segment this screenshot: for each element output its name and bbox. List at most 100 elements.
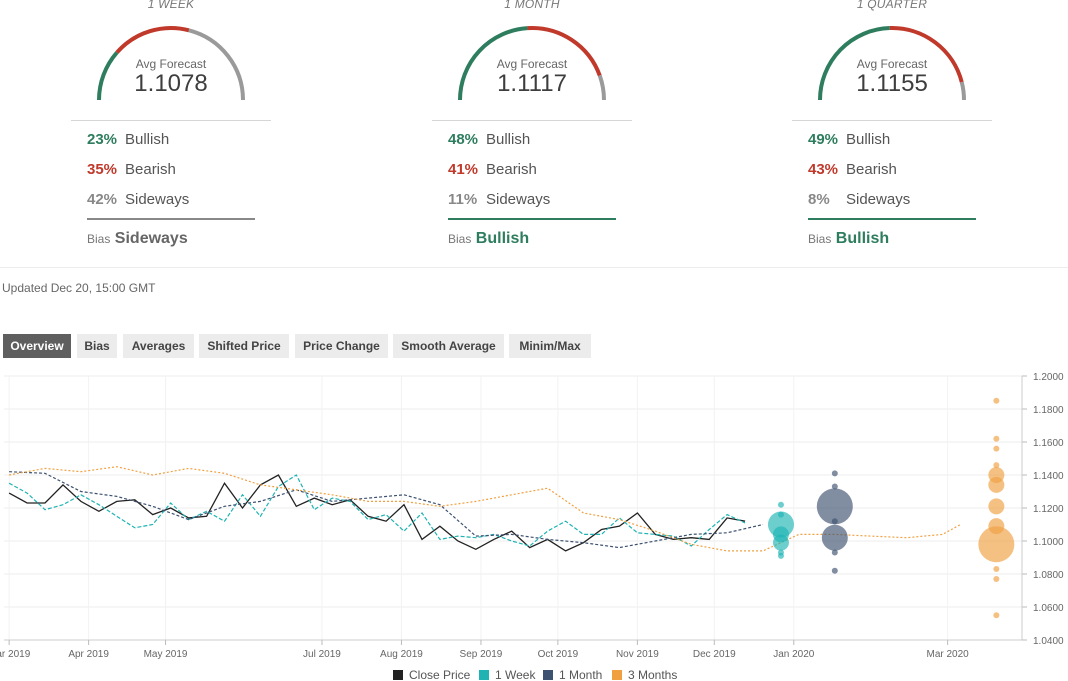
legend-swatch bbox=[612, 670, 622, 680]
forecast-bubble-3-months bbox=[993, 397, 1000, 404]
avg-forecast-value: 1.1117 bbox=[497, 70, 567, 97]
stat-bearish: 35% Bearish bbox=[87, 161, 176, 178]
forecast-bubble-1-month bbox=[821, 524, 848, 551]
forecast-bubble-3-months bbox=[988, 467, 1005, 483]
tab-averages[interactable]: Averages bbox=[123, 334, 194, 358]
y-tick-label: 1.1000 bbox=[1033, 537, 1064, 548]
stat-sideways-pct: 11% bbox=[448, 191, 478, 208]
stat-bullish-pct: 49% bbox=[808, 131, 839, 148]
tab-smooth-average[interactable]: Smooth Average bbox=[393, 334, 504, 358]
forecast-bubble-3-months bbox=[978, 526, 1015, 563]
gauge-segment-sideways bbox=[597, 74, 606, 101]
avg-forecast-value: 1.1078 bbox=[134, 70, 208, 97]
bias: Bias Sideways bbox=[87, 230, 188, 248]
stat-sideways-label: Sideways bbox=[125, 191, 190, 208]
forecast-bubble-3-months bbox=[993, 566, 1000, 573]
tab-shifted-price[interactable]: Shifted Price bbox=[199, 334, 289, 358]
forecast-bubble-3-months bbox=[988, 518, 1005, 535]
x-tick-label: Mar 2020 bbox=[927, 649, 970, 660]
stat-bullish: 49% Bullish bbox=[808, 131, 890, 148]
y-tick-label: 1.2000 bbox=[1033, 372, 1064, 383]
gauge-segment-bearish bbox=[889, 26, 964, 83]
forecast-bubble-3-months bbox=[993, 612, 1000, 619]
gauge-segment-bearish bbox=[527, 26, 602, 77]
legend-label: Close Price bbox=[409, 668, 471, 681]
series-line-3-months bbox=[8, 466, 961, 552]
x-tick-label: Dec 2019 bbox=[693, 649, 736, 660]
stat-sideways: 42% Sideways bbox=[87, 191, 189, 208]
stat-bearish: 41% Bearish bbox=[448, 161, 537, 178]
stat-bullish-label: Bullish bbox=[125, 131, 170, 148]
chart-lines bbox=[8, 466, 961, 552]
stat-bullish: 48% Bullish bbox=[448, 131, 530, 148]
gauge-segment-bearish bbox=[115, 26, 190, 54]
stat-bullish-pct: 48% bbox=[448, 131, 479, 148]
divider bbox=[432, 120, 632, 121]
stat-sideways-pct: 8% bbox=[808, 191, 830, 208]
forecast-bubble-1-month bbox=[831, 470, 838, 477]
y-tick-label: 1.0400 bbox=[1033, 636, 1064, 647]
tab-overview[interactable]: Overview bbox=[3, 334, 71, 358]
stat-bullish-label: Bullish bbox=[846, 131, 891, 148]
stat-sideways: 8% Sideways bbox=[808, 191, 910, 208]
tab-minim-max[interactable]: Minim/Max bbox=[509, 334, 591, 358]
forecast-bubble-1-week bbox=[777, 552, 784, 559]
stat-sideways-pct: 42% bbox=[87, 191, 118, 208]
panel-title: 1 MONTH bbox=[504, 0, 560, 11]
stat-bearish-label: Bearish bbox=[486, 161, 537, 178]
forecast-bubble-3-months bbox=[993, 445, 1000, 452]
legend-label: 1 Week bbox=[495, 668, 536, 681]
forecast-bubble-3-months bbox=[993, 435, 1000, 442]
forecast-bubble-1-month bbox=[831, 483, 838, 490]
forecast-bubble-1-month bbox=[831, 549, 838, 556]
x-tick-label: Nov 2019 bbox=[616, 649, 659, 660]
forecast-chart: 1.2000 1.1800 1.1600 1.1400 1.1200 1.1000 1.08… bbox=[0, 372, 1064, 681]
forecast-bubble-3-months bbox=[993, 462, 1000, 469]
bias-label: Bias bbox=[87, 232, 111, 246]
bias: Bias Bullish bbox=[808, 230, 889, 248]
forecast-bubble-1-week bbox=[777, 501, 784, 508]
avg-forecast-value: 1.1155 bbox=[856, 70, 928, 97]
x-tick-label: Apr 2019 bbox=[68, 649, 109, 660]
bias-underline bbox=[87, 218, 255, 220]
y-tick-label: 1.0600 bbox=[1033, 603, 1064, 614]
gauge-segment-sideways bbox=[959, 81, 966, 101]
forecast-bubble-3-months bbox=[988, 498, 1005, 515]
bias-value: Bullish bbox=[835, 230, 890, 247]
panel-title: 1 WEEK bbox=[147, 0, 195, 11]
stat-bullish-label: Bullish bbox=[486, 131, 531, 148]
x-tick-label: Jan 2020 bbox=[773, 649, 815, 660]
section-divider bbox=[0, 267, 1068, 268]
sentiment-gauge bbox=[97, 26, 245, 101]
legend-swatch bbox=[543, 670, 553, 680]
y-tick-label: 1.0800 bbox=[1033, 570, 1064, 581]
gauge-segment-bullish bbox=[458, 26, 528, 101]
tab-price-change[interactable]: Price Change bbox=[295, 334, 388, 358]
y-tick-label: 1.1200 bbox=[1033, 504, 1064, 515]
tab-bias[interactable]: Bias bbox=[77, 334, 117, 358]
x-tick-label: Jul 2019 bbox=[303, 649, 341, 660]
divider bbox=[792, 120, 992, 121]
stat-bearish: 43% Bearish bbox=[808, 161, 897, 178]
bias-label: Bias bbox=[808, 232, 832, 246]
gauge-segment-bullish bbox=[818, 26, 890, 101]
forecast-bubble-1-month bbox=[831, 518, 838, 525]
bias-label: Bias bbox=[448, 232, 472, 246]
x-tick-label: Oct 2019 bbox=[538, 649, 579, 660]
forecast-bubbles bbox=[767, 397, 1015, 619]
avg-forecast-label: Avg Forecast bbox=[135, 57, 207, 71]
stat-sideways-label: Sideways bbox=[846, 191, 911, 208]
x-tick-label: May 2019 bbox=[144, 649, 188, 660]
series-line-1-week bbox=[8, 474, 746, 547]
bias: Bias Bullish bbox=[448, 230, 529, 248]
forecast-bubble-1-week bbox=[772, 534, 789, 551]
stat-bearish-label: Bearish bbox=[125, 161, 176, 178]
chart-axes: 1.2000 1.1800 1.1600 1.1400 1.1200 1.1000 1.08… bbox=[0, 372, 1064, 660]
series-line-1-month bbox=[9, 471, 764, 549]
y-tick-label: 1.1800 bbox=[1033, 405, 1064, 416]
legend-swatch bbox=[393, 670, 403, 680]
sentiment-gauge bbox=[818, 26, 966, 101]
x-tick-label: Sep 2019 bbox=[460, 649, 503, 660]
series-line-close-price bbox=[8, 474, 746, 552]
gauge-segment-sideways bbox=[188, 28, 245, 101]
